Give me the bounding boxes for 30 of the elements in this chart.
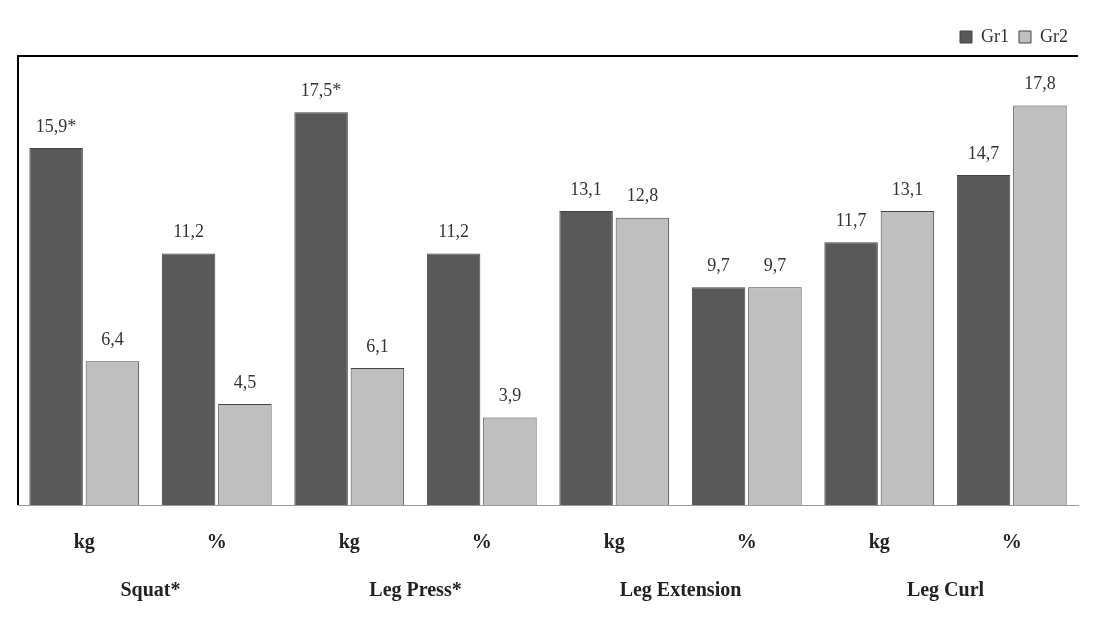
data-label: 13,1 — [891, 178, 924, 199]
x-tick-label: % — [1001, 530, 1022, 553]
text: Leg Curl — [906, 578, 985, 602]
data-label: 12,8 — [626, 185, 659, 206]
data-label: 14,7 — [967, 142, 1000, 163]
x-tick-label: kg — [868, 530, 890, 554]
x-tick-label: kg — [338, 530, 360, 554]
x-tick-label: % — [206, 530, 227, 553]
text: Leg Extension — [619, 578, 742, 602]
data-label: 6,1 — [366, 335, 389, 356]
legend-label: Gr1 — [981, 25, 1010, 46]
x-tick-label: % — [736, 530, 757, 553]
text: Squat* — [120, 578, 181, 602]
data-label: 11,2 — [438, 221, 470, 242]
data-label: 3,9 — [498, 385, 522, 406]
data-label: 11,7 — [835, 210, 867, 231]
data-label: 9,7 — [707, 254, 730, 275]
data-label: 15,9* — [35, 115, 77, 136]
x-tick-label: % — [471, 530, 492, 553]
x-tick-label: kg — [73, 530, 95, 554]
text: Leg Press* — [369, 578, 462, 602]
legend-label: Gr2 — [1040, 25, 1069, 46]
data-label: 17,5* — [300, 79, 342, 100]
data-label: 13,1 — [570, 178, 602, 199]
data-label: 6,4 — [101, 329, 124, 350]
data-label: 4,5 — [233, 371, 257, 392]
data-label: 9,7 — [763, 254, 787, 275]
data-label: 17,8 — [1024, 73, 1056, 94]
x-tick-label: kg — [603, 530, 625, 554]
data-label: 11,2 — [173, 221, 205, 242]
